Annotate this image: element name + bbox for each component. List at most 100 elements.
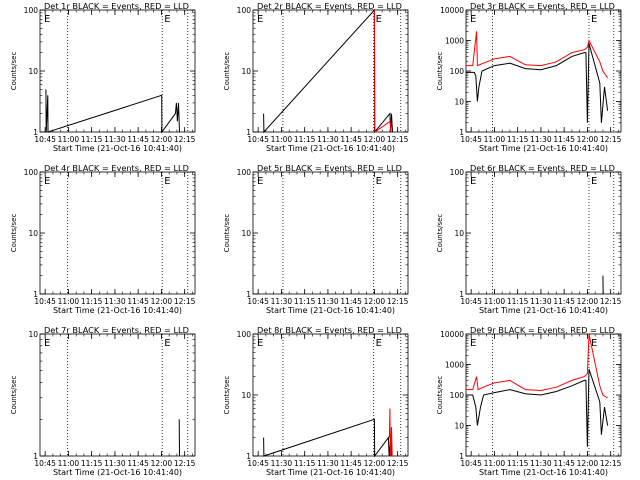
detector-panel-9: Det 9r BLACK = Events, RED = LLD 1 10 100 10…: [436, 325, 622, 477]
x-tick-label: 12:15: [600, 297, 622, 306]
x-tick-label: 11:30: [530, 459, 552, 468]
x-tick-label: 11:00: [58, 297, 80, 306]
x-tick-label: 12:00: [577, 135, 599, 144]
y-tick-label: 1: [459, 128, 464, 137]
x-tick-label: 11:30: [317, 297, 339, 306]
panel-title: Det 9r BLACK = Events, RED = LLD: [470, 325, 615, 335]
x-axis-label: Start Time (21-Oct-16 10:41:40): [479, 144, 608, 153]
x-tick-label: 12:00: [577, 459, 599, 468]
y-tick-label: 1: [33, 290, 38, 299]
x-tick-label: 10:45: [460, 459, 482, 468]
x-tick-label: 11:45: [553, 297, 575, 306]
panel-title: Det 3r BLACK = Events, RED = LLD: [470, 1, 615, 11]
x-tick-label: 10:45: [34, 459, 56, 468]
series-lld-line: [466, 333, 608, 399]
series-events-line: [45, 89, 180, 134]
x-tick-label: 11:45: [127, 459, 149, 468]
detector-panel-1: Det 1r BLACK = Events, RED = LLD 1 10 100 10…: [10, 1, 196, 153]
y-tick-label: 10: [241, 391, 251, 400]
x-axis-label: Start Time (21-Oct-16 10:41:40): [266, 306, 395, 315]
detector-panel-5: Det 5r BLACK = Events, RED = LLD 1 10 100 10…: [223, 163, 409, 315]
y-tick-label: 1: [33, 452, 38, 461]
panel-title: Det 4r BLACK = Events, RED = LLD: [44, 163, 189, 173]
y-axis-label: Counts/sec: [223, 376, 231, 415]
x-axis-label: Start Time (21-Oct-16 10:41:40): [479, 306, 608, 315]
e-marker: E: [376, 176, 382, 187]
plot-frame: [252, 9, 409, 133]
x-tick-label: 11:45: [340, 135, 362, 144]
e-marker: E: [591, 338, 597, 349]
x-tick-label: 10:45: [460, 135, 482, 144]
y-tick-label: 100: [24, 168, 39, 177]
x-tick-label: 11:45: [553, 135, 575, 144]
e-marker: E: [470, 338, 476, 349]
y-tick-label: 1: [459, 452, 464, 461]
y-axis-label: Counts/sec: [223, 52, 231, 91]
y-axis-label: Counts/sec: [436, 214, 444, 253]
series-lld-line: [373, 9, 392, 133]
x-tick-label: 11:30: [104, 297, 126, 306]
series-events-line: [466, 369, 609, 447]
x-axis-label: Start Time (21-Oct-16 10:41:40): [53, 306, 182, 315]
x-tick-label: 11:30: [104, 135, 126, 144]
x-tick-label: 11:00: [271, 135, 293, 144]
y-tick-label: 100: [237, 6, 252, 15]
y-tick-label: 100: [450, 168, 465, 177]
e-marker: E: [257, 176, 263, 187]
x-tick-label: 11:45: [127, 135, 149, 144]
x-tick-label: 12:00: [364, 459, 386, 468]
detector-panel-4: Det 4r BLACK = Events, RED = LLD 1 10 100 10…: [10, 163, 196, 315]
y-axis-label: Counts/sec: [10, 214, 18, 253]
detector-panel-6: Det 6r BLACK = Events, RED = LLD 1 10 100 10…: [436, 163, 622, 315]
plot-frame: [252, 333, 409, 457]
x-tick-label: 11:15: [507, 459, 529, 468]
detector-panel-7: Det 7r BLACK = Events, RED = LLD 1 10 10:45…: [10, 325, 196, 477]
x-tick-label: 11:30: [530, 297, 552, 306]
x-tick-label: 12:15: [174, 135, 196, 144]
e-marker: E: [257, 14, 263, 25]
e-marker: E: [257, 338, 263, 349]
x-tick-label: 11:45: [340, 297, 362, 306]
x-tick-label: 12:15: [387, 459, 409, 468]
x-tick-label: 11:00: [484, 297, 506, 306]
x-tick-label: 10:45: [247, 297, 269, 306]
e-marker: E: [44, 338, 50, 349]
x-tick-label: 11:30: [317, 135, 339, 144]
e-marker: E: [44, 14, 50, 25]
x-tick-label: 12:00: [151, 459, 173, 468]
y-tick-label: 10: [28, 67, 38, 76]
x-axis-label: Start Time (21-Oct-16 10:41:40): [53, 468, 182, 477]
x-tick-label: 12:15: [600, 135, 622, 144]
x-tick-label: 12:15: [600, 459, 622, 468]
plot-frame: [39, 9, 196, 133]
y-axis-label: Counts/sec: [10, 376, 18, 415]
y-tick-label: 10: [28, 229, 38, 238]
y-tick-label: 10: [28, 330, 38, 339]
x-tick-label: 11:00: [58, 459, 80, 468]
x-tick-label: 11:15: [507, 297, 529, 306]
detector-panel-2: Det 2r BLACK = Events, RED = LLD 1 10 100 10…: [223, 1, 409, 153]
x-tick-label: 11:00: [484, 459, 506, 468]
x-tick-label: 10:45: [247, 459, 269, 468]
x-axis-label: Start Time (21-Oct-16 10:41:40): [266, 468, 395, 477]
y-tick-label: 1: [246, 128, 251, 137]
series-lld-line: [388, 408, 393, 457]
y-tick-label: 10000: [440, 6, 464, 15]
x-tick-label: 12:15: [174, 459, 196, 468]
x-tick-label: 11:15: [81, 135, 103, 144]
e-marker: E: [376, 14, 382, 25]
x-tick-label: 11:00: [58, 135, 80, 144]
e-marker: E: [44, 176, 50, 187]
x-tick-label: 11:15: [81, 297, 103, 306]
y-tick-label: 10: [454, 229, 464, 238]
x-tick-label: 11:30: [317, 459, 339, 468]
x-tick-label: 12:15: [387, 135, 409, 144]
x-tick-label: 11:15: [507, 135, 529, 144]
y-tick-label: 10: [241, 67, 251, 76]
x-tick-label: 12:15: [174, 297, 196, 306]
e-marker: E: [164, 176, 170, 187]
x-tick-label: 11:00: [484, 135, 506, 144]
x-tick-label: 11:45: [553, 459, 575, 468]
x-tick-label: 11:30: [530, 135, 552, 144]
